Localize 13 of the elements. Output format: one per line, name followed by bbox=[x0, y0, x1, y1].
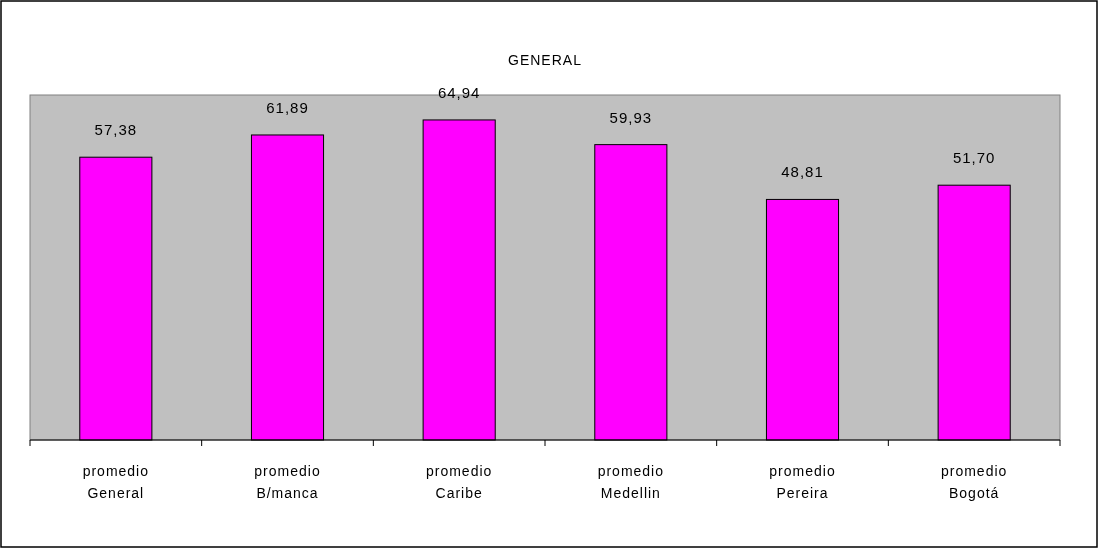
data-label: 48,81 bbox=[781, 163, 824, 181]
x-tick-label: promedio General bbox=[82, 463, 150, 501]
data-label: 61,89 bbox=[266, 98, 309, 116]
x-tick-label: promedio B/manca bbox=[254, 463, 321, 501]
data-label: 59,93 bbox=[609, 108, 653, 126]
data-label: 51,70 bbox=[952, 149, 996, 167]
x-tick-label: promedio Bogotá bbox=[940, 463, 1008, 501]
x-tick-label: promedio Caribe bbox=[425, 463, 493, 501]
data-label: 64,94 bbox=[437, 83, 481, 101]
data-label: 57,38 bbox=[94, 121, 138, 139]
chart-title: GENERAL bbox=[508, 52, 582, 68]
x-tick-label: promedio Medellin bbox=[597, 463, 665, 501]
x-tick-label: promedio Pereira bbox=[769, 463, 836, 501]
